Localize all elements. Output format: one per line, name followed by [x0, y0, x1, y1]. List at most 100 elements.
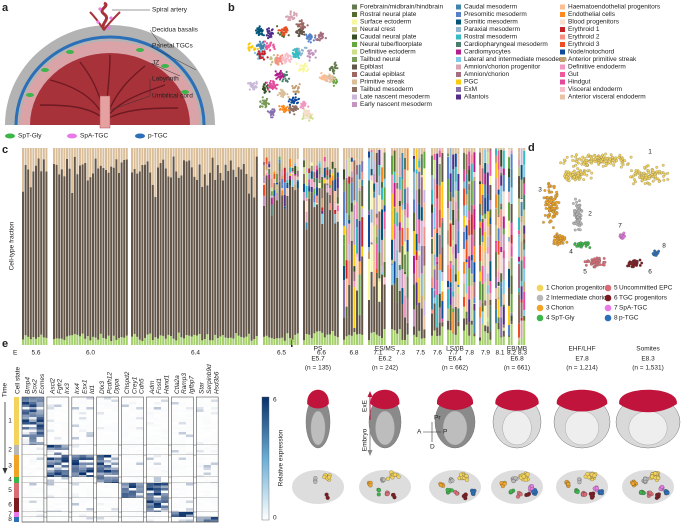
umap-point: [309, 41, 312, 44]
bar-segment: [209, 148, 211, 173]
heat-cell: [203, 475, 211, 477]
bar-segment: [391, 329, 393, 345]
bar-segment: [276, 148, 278, 174]
heat-cell: [178, 457, 186, 460]
heat-cell: [36, 505, 44, 508]
bar-segment: [452, 296, 455, 309]
stage-count: (n = 135): [305, 365, 331, 372]
heat-cell: [96, 510, 104, 512]
x-prefix: E: [13, 350, 18, 357]
legend-swatch: [604, 294, 612, 302]
umap-point: [332, 72, 335, 75]
bar-segment: [500, 306, 503, 318]
heat-cell: [79, 404, 87, 407]
bar-segment: [413, 212, 415, 232]
bar-segment: [348, 176, 351, 184]
trajectory-point: [575, 160, 579, 163]
umap-point: [335, 78, 338, 81]
heat-cell: [61, 503, 69, 506]
legend-swatch: [456, 64, 461, 70]
bar-segment: [263, 161, 265, 166]
heat-cell: [186, 427, 194, 430]
bar-segment: [433, 269, 436, 290]
heat-cell: [161, 512, 169, 515]
trajectory-point: [546, 215, 550, 219]
heat-cell: [46, 397, 55, 400]
bar-segment: [441, 300, 444, 319]
heat-cell: [61, 419, 69, 422]
bar-segment: [305, 197, 308, 202]
bar-segment: [510, 222, 513, 235]
heat-cell: [61, 414, 69, 417]
heat-cell: [96, 519, 104, 522]
heat-cell: [22, 457, 30, 460]
bar-segment: [123, 337, 126, 345]
legend-number: 8: [614, 315, 618, 322]
heat-cell: [161, 488, 169, 491]
bar-segment: [356, 165, 358, 175]
bar-segment: [107, 172, 110, 336]
heat-cell: [22, 402, 30, 405]
bar-segment: [361, 217, 364, 247]
bar-segment: [398, 264, 401, 271]
bar-segment: [305, 211, 308, 223]
heat-cell: [196, 455, 204, 458]
heat-cell: [79, 442, 87, 445]
heat-cell: [54, 422, 62, 425]
legend-swatch: [352, 79, 357, 85]
heat-cell: [54, 404, 62, 407]
bar-segment: [486, 326, 489, 333]
heat-cell: [178, 482, 186, 483]
heat-cell: [79, 470, 87, 473]
umap-point: [292, 96, 295, 99]
bar-segment: [423, 148, 426, 152]
heat-cell: [54, 427, 62, 430]
heat-cell: [54, 490, 62, 493]
panel-label: e: [2, 338, 8, 350]
heat-cell: [46, 414, 55, 417]
umap-point: [289, 105, 292, 108]
bar-segment: [401, 288, 404, 304]
bar-segment: [99, 165, 102, 334]
umap-point: [258, 33, 261, 36]
heat-cell: [210, 414, 219, 417]
heat-cell: [186, 437, 194, 440]
bar-segment: [343, 280, 345, 318]
bar-segment: [431, 204, 433, 213]
bar-segment: [242, 148, 245, 164]
heat-cell: [153, 508, 162, 511]
heat-cell: [29, 455, 37, 458]
heat-cell: [146, 450, 154, 453]
bar-segment: [406, 217, 409, 228]
bar-segment: [398, 252, 401, 265]
heat-cell: [128, 460, 137, 463]
bar-segment: [438, 307, 441, 323]
bar-segment: [398, 200, 401, 207]
umap-point: [261, 105, 264, 108]
panel-label: d: [528, 142, 535, 154]
umap-point: [284, 26, 287, 29]
bar-segment: [350, 240, 353, 336]
heat-cell: [22, 500, 30, 503]
trajectory-point: [583, 157, 587, 160]
bar-segment: [131, 172, 133, 337]
heat-cell: [128, 434, 137, 437]
trajectory-point: [632, 182, 635, 186]
bar-segment: [381, 209, 383, 240]
bar-segment: [396, 226, 399, 250]
bar-segment: [151, 184, 154, 341]
bar-segment: [381, 199, 383, 210]
bar-segment: [120, 162, 123, 338]
bar-segment: [484, 149, 487, 163]
bar-segment: [500, 287, 503, 307]
heat-cell: [71, 500, 80, 503]
bar-segment: [441, 291, 444, 296]
heat-cell: [111, 407, 119, 410]
heat-cell: [61, 477, 69, 480]
umap-point: [266, 56, 269, 59]
bar-segment: [473, 333, 476, 337]
heat-cell: [86, 485, 94, 488]
state-label: 6: [8, 502, 12, 509]
bar-segment: [245, 336, 248, 345]
bar-segment: [500, 173, 503, 176]
